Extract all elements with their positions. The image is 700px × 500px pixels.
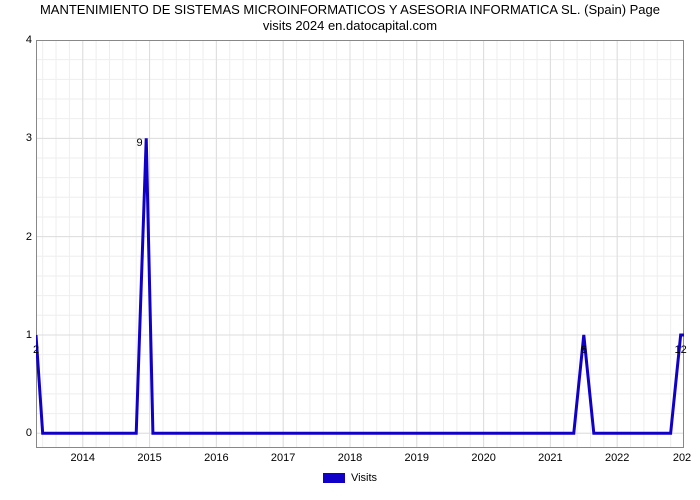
ytick-label: 3 <box>6 132 32 144</box>
legend-label: Visits <box>351 472 377 484</box>
chart-title: MANTENIMIENTO DE SISTEMAS MICROINFORMATI… <box>0 2 700 35</box>
ytick-label: 1 <box>6 329 32 341</box>
series-point-label: 6 <box>581 344 587 356</box>
axis-border <box>37 41 684 448</box>
grid-minor <box>36 40 684 448</box>
xtick-label: 2016 <box>204 452 228 464</box>
series-point-label: 12 <box>675 344 687 356</box>
xtick-label: 2019 <box>405 452 429 464</box>
ytick-label: 4 <box>6 34 32 46</box>
xtick-label: 2021 <box>538 452 562 464</box>
series-point-label: 2 <box>33 344 39 356</box>
xtick-label: 2014 <box>71 452 95 464</box>
xtick-label: 2018 <box>338 452 362 464</box>
ytick-label: 0 <box>6 427 32 439</box>
chart-title-line2: visits 2024 en.datocapital.com <box>263 18 437 33</box>
xtick-label-right-edge: 202 <box>673 452 691 464</box>
legend: Visits <box>0 472 700 484</box>
xtick-label: 2015 <box>137 452 161 464</box>
chart-root: MANTENIMIENTO DE SISTEMAS MICROINFORMATI… <box>0 0 700 500</box>
plot-area <box>36 40 684 448</box>
xtick-label: 2022 <box>605 452 629 464</box>
series-visits <box>36 138 684 433</box>
series-point-label: 9 <box>136 137 142 149</box>
ytick-label: 2 <box>6 231 32 243</box>
grid-major <box>36 40 684 448</box>
chart-title-line1: MANTENIMIENTO DE SISTEMAS MICROINFORMATI… <box>40 2 660 17</box>
xtick-label: 2017 <box>271 452 295 464</box>
xtick-label: 2020 <box>471 452 495 464</box>
legend-swatch <box>323 473 345 483</box>
